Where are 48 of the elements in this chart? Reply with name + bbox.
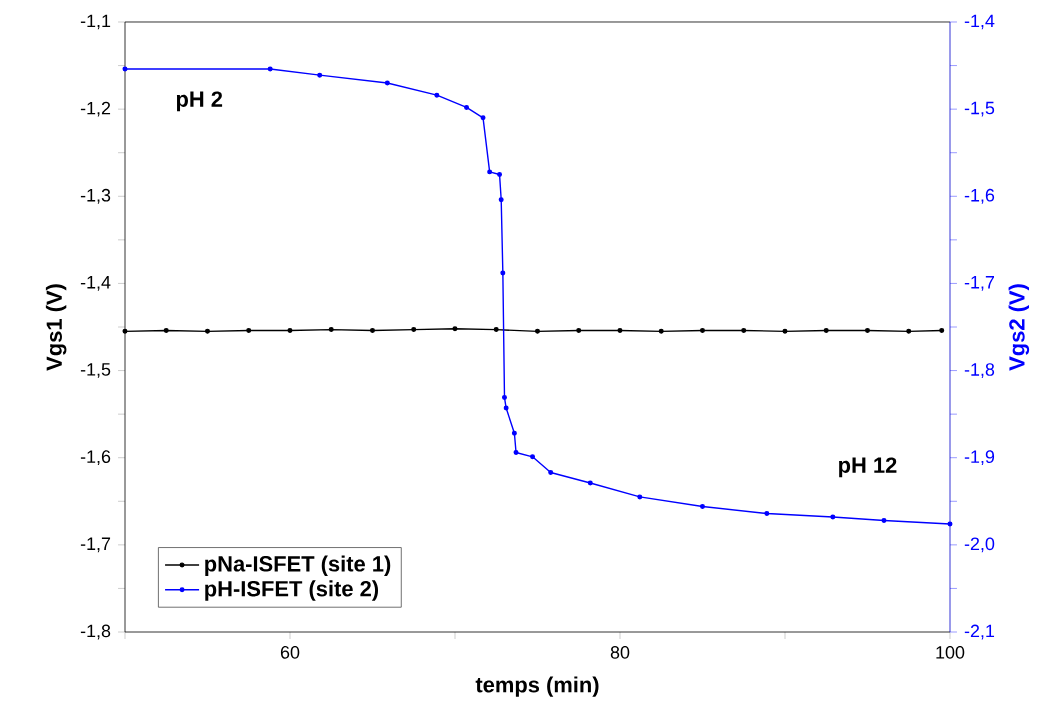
point [434, 92, 440, 98]
point [830, 514, 836, 520]
y-tick-label: -1,5 [80, 363, 111, 378]
point [587, 480, 593, 486]
point [764, 510, 770, 516]
point [503, 405, 509, 411]
y-tick-label: -1,1 [80, 14, 111, 30]
point [637, 494, 643, 500]
y2-tick-label: -1,4 [964, 14, 995, 30]
y-tick-label: -1,2 [80, 101, 111, 117]
x-axis-title: temps (min) [475, 676, 599, 697]
y2-tick-label: -1,9 [964, 450, 995, 466]
point [464, 104, 470, 110]
point [487, 169, 493, 175]
point [513, 449, 519, 455]
y2-tick-label: -1,7 [964, 276, 994, 291]
y2-tick-label: -1,8 [964, 363, 995, 378]
point [881, 517, 887, 523]
y-tick-label: -1,7 [80, 537, 111, 553]
point [384, 80, 390, 86]
point [267, 66, 273, 72]
y-tick-label: -1,3 [80, 188, 111, 204]
annotation: pH 2 [176, 91, 223, 112]
y2-tick-label: -2,0 [964, 537, 995, 553]
y2-axis-title: Vgs2 (V) [1008, 284, 1030, 371]
point [502, 395, 507, 401]
point [500, 270, 506, 276]
annotation: pH 12 [839, 457, 897, 478]
x-tick-label: 100 [936, 646, 965, 659]
point [498, 197, 504, 203]
y2-tick-label: -1,5 [964, 101, 995, 117]
y2-tick-label: -1,6 [964, 188, 995, 204]
point [700, 504, 705, 509]
legend-label: pH-ISFET (site 2) [205, 580, 379, 601]
legend-label: pNa-ISFET (site 1) [205, 555, 391, 576]
x-tick-label: 60 [280, 646, 300, 659]
point [530, 454, 536, 460]
y-axis-title: Vgs1 (V) [45, 284, 67, 371]
y2-tick-label: -2,1 [964, 624, 995, 640]
y-tick-label: -1,8 [80, 624, 111, 640]
point [317, 72, 323, 78]
y-tick-label: -1,4 [80, 276, 111, 291]
point [511, 430, 517, 436]
point [497, 172, 503, 177]
point [480, 115, 486, 121]
x-tick-label: 80 [610, 646, 630, 659]
y-tick-label: -1,6 [80, 450, 111, 466]
point [548, 470, 554, 476]
